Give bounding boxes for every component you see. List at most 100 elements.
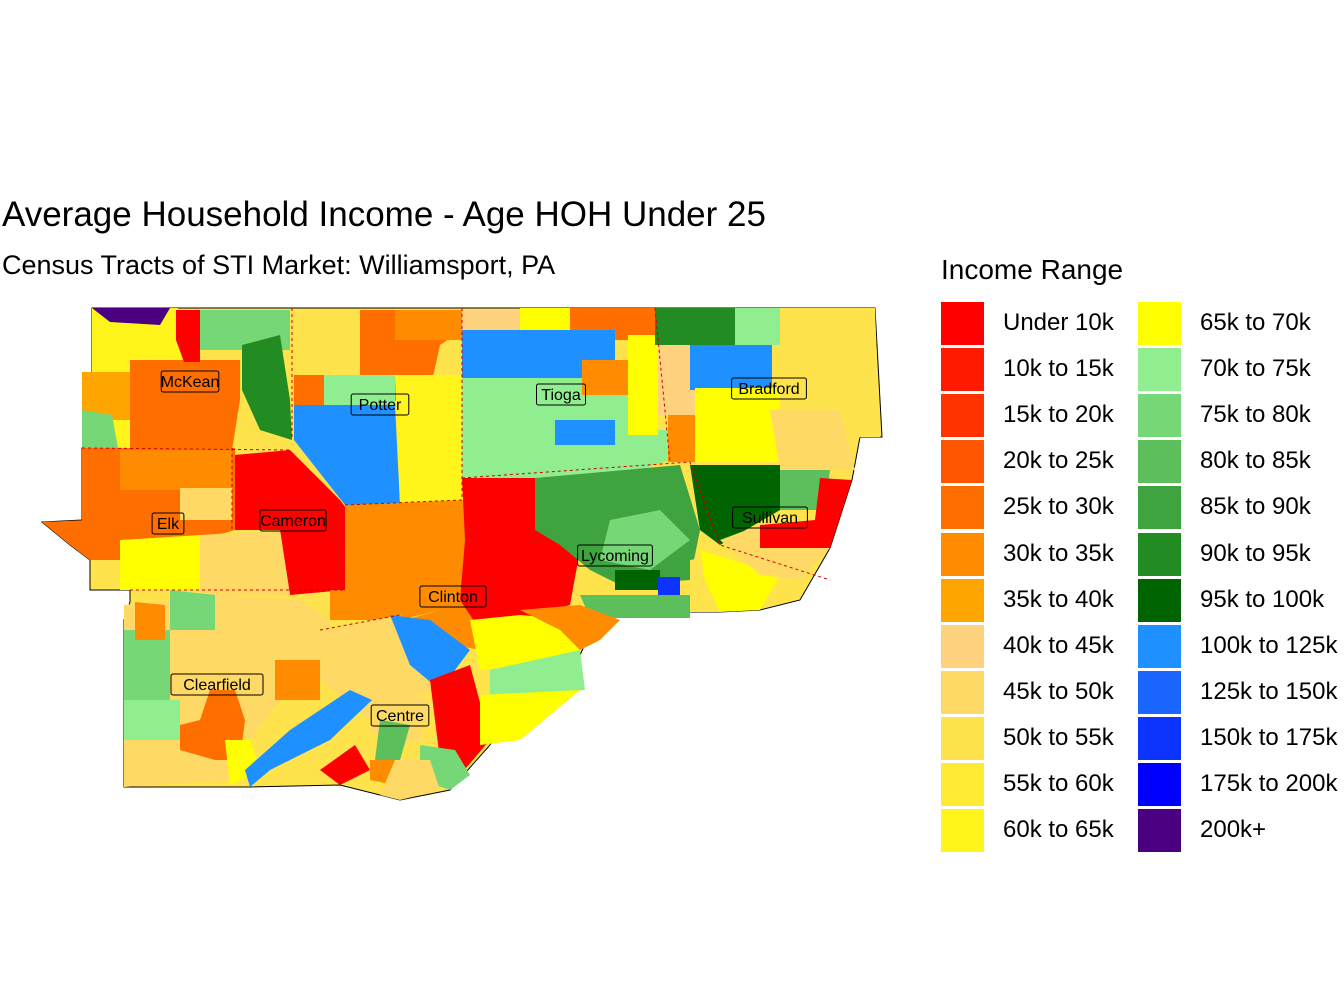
county-label-text: McKean: [161, 374, 220, 391]
county-label-text: Cameron: [260, 513, 326, 530]
legend-item: 65k to 70k: [1138, 302, 1344, 346]
county-label-box: [419, 585, 487, 608]
legend-item: 35k to 40k: [941, 578, 1151, 623]
tract-region: [135, 602, 165, 640]
county-label-text: Centre: [376, 708, 424, 725]
tract-region: [628, 335, 658, 435]
tract-region: [658, 345, 695, 415]
tract-region: [520, 605, 620, 650]
legend-label: 40k to 45k: [1003, 631, 1114, 659]
county-label-box: [577, 544, 653, 567]
tract-region: [462, 430, 670, 478]
tract-region: [668, 415, 695, 462]
county-label-text: Sullivan: [742, 510, 798, 527]
legend-item: 200k+: [1138, 809, 1344, 853]
tract-region: [695, 388, 780, 462]
legend-label: 90k to 95k: [1200, 539, 1311, 567]
tract-region: [275, 660, 320, 700]
legend-label: Under 10k: [1003, 309, 1114, 336]
legend-item: 95k to 100k: [1138, 578, 1344, 623]
tract-region: [170, 590, 215, 630]
legend-swatch: [941, 578, 984, 622]
legend-title: Income Range: [941, 254, 1124, 285]
legend-swatch: [1138, 624, 1181, 668]
legend-swatch: [941, 394, 984, 438]
tract-region: [124, 630, 170, 700]
legend-item: 55k to 60k: [941, 763, 1151, 807]
tract-region: [245, 690, 372, 787]
tract-region: [176, 310, 200, 362]
legend-swatch: [1138, 532, 1181, 576]
county-label: Lycoming: [577, 544, 653, 567]
tract-region: [700, 550, 780, 612]
county-label-box: [170, 673, 264, 696]
tract-region: [770, 410, 855, 470]
legend-label: 125k to 150k: [1200, 677, 1338, 705]
tract-region: [460, 478, 580, 630]
legend-swatch: [1138, 302, 1181, 345]
county-label-box: [350, 393, 410, 416]
legend-swatch: [941, 809, 984, 853]
legend-swatch: [1138, 394, 1181, 438]
tract-region: [294, 405, 400, 505]
legend-item: 30k to 35k: [941, 532, 1151, 577]
tract-region: [235, 450, 355, 595]
county-label: Potter: [350, 393, 410, 416]
tract-region: [92, 308, 170, 325]
county-labels: McKean Potter Tioga Bradford Elk Cameron Sulli…: [151, 370, 808, 727]
county-label: Centre: [370, 704, 430, 727]
legend-item: 100k to 125k: [1138, 624, 1344, 669]
county-label-text: Potter: [359, 397, 402, 414]
map-subtitle: Census Tracts of STI Market: Williamspor…: [2, 250, 556, 280]
tract-region: [600, 510, 690, 570]
legend-label: 85k to 90k: [1200, 493, 1311, 521]
county-label: Sullivan: [732, 506, 808, 529]
tract-region: [294, 375, 324, 405]
county-label-text: Lycoming: [581, 548, 649, 565]
county-label: Cameron: [259, 509, 327, 532]
legend-item: 15k to 20k: [941, 394, 1151, 438]
county-label: Bradford: [731, 377, 807, 400]
legend-swatch: [1138, 670, 1181, 714]
legend-item: 20k to 25k: [941, 440, 1151, 484]
tract-region: [462, 330, 615, 380]
tract-region: [582, 360, 628, 395]
tract-region: [242, 335, 292, 440]
tract-region: [580, 595, 690, 618]
tract-region: [82, 410, 118, 448]
legend-swatch: [941, 624, 984, 668]
legend-item: 70k to 75k: [1138, 348, 1344, 392]
legend-label: 55k to 60k: [1003, 770, 1114, 797]
legend-label: 95k to 100k: [1200, 585, 1325, 613]
tract-region: [42, 520, 90, 560]
county-label-text: Tioga: [541, 387, 581, 404]
tract-region: [490, 650, 585, 695]
legend-label: 50k to 55k: [1003, 723, 1114, 751]
county-label-box: [731, 377, 807, 400]
legend-label: 15k to 20k: [1003, 401, 1114, 429]
county-label-box: [259, 509, 327, 532]
county-label: Clearfield: [170, 673, 264, 696]
legend-label: 30k to 35k: [1003, 539, 1114, 567]
tract-region: [180, 488, 232, 520]
legend-label: 150k to 175k: [1200, 723, 1338, 751]
tract-region: [658, 577, 680, 598]
legend-label: 175k to 200k: [1200, 770, 1338, 797]
legend-label: 80k to 85k: [1200, 447, 1311, 475]
county-label-text: Clinton: [428, 589, 478, 606]
legend-swatch: [941, 716, 984, 760]
tract-region: [120, 535, 200, 590]
county-label-box: [160, 370, 220, 393]
tract-region: [82, 372, 130, 420]
legend-item: 25k to 30k: [941, 486, 1151, 530]
tract-region: [320, 745, 370, 785]
tract-region: [720, 525, 830, 580]
legend-label: 10k to 15k: [1003, 355, 1114, 383]
county-label: Tioga: [536, 383, 586, 406]
legend-swatch: [941, 763, 984, 806]
tract-region: [395, 310, 462, 340]
tract-region: [390, 615, 470, 690]
tract-region: [124, 700, 180, 740]
legend-label: 20k to 25k: [1003, 447, 1114, 475]
